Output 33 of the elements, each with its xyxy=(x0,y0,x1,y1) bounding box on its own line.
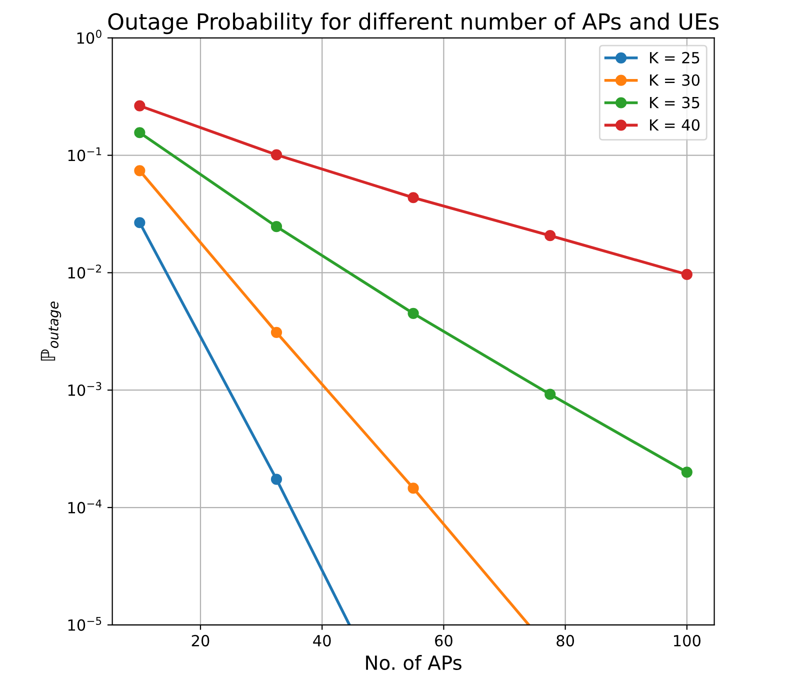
y-tick-label: 10$^{−5}$ xyxy=(68,616,102,631)
x-tick-label: 80 xyxy=(556,634,574,646)
legend-label: K = 40 xyxy=(650,119,700,131)
chart-title: Outage Probability for different number of APs and UEs xyxy=(108,12,718,34)
point xyxy=(270,221,282,232)
point xyxy=(270,326,282,338)
point xyxy=(134,100,146,112)
point xyxy=(134,127,146,138)
y-tick-label: 10$^{0}$ xyxy=(77,30,102,44)
x-tick-label: 100 xyxy=(674,634,700,646)
point xyxy=(408,192,419,204)
x-tick-label: 40 xyxy=(313,634,331,646)
point xyxy=(270,474,282,485)
point xyxy=(270,149,282,160)
point xyxy=(544,230,556,242)
point xyxy=(408,482,419,494)
x-tick-label: 60 xyxy=(435,634,452,646)
point xyxy=(134,165,146,176)
point xyxy=(408,308,419,319)
point xyxy=(544,388,556,400)
y-tick-label: 10$^{−3}$ xyxy=(68,382,102,396)
legend-label: K = 35 xyxy=(650,96,700,108)
legend-label: K = 30 xyxy=(650,74,700,86)
y-tick-label: 10$^{−1}$ xyxy=(68,147,102,162)
y-axis-title: ℙ$_{outage}$ xyxy=(40,302,62,361)
x-tick-label: 20 xyxy=(192,634,210,646)
point xyxy=(134,217,146,228)
y-tick-label: 10$^{−4}$ xyxy=(68,500,102,514)
legend-label: K = 25 xyxy=(650,52,700,64)
point xyxy=(681,466,692,478)
point xyxy=(681,268,692,280)
y-tick-label: 10$^{−2}$ xyxy=(68,264,101,279)
x-axis-title: No. of APs xyxy=(366,654,462,670)
